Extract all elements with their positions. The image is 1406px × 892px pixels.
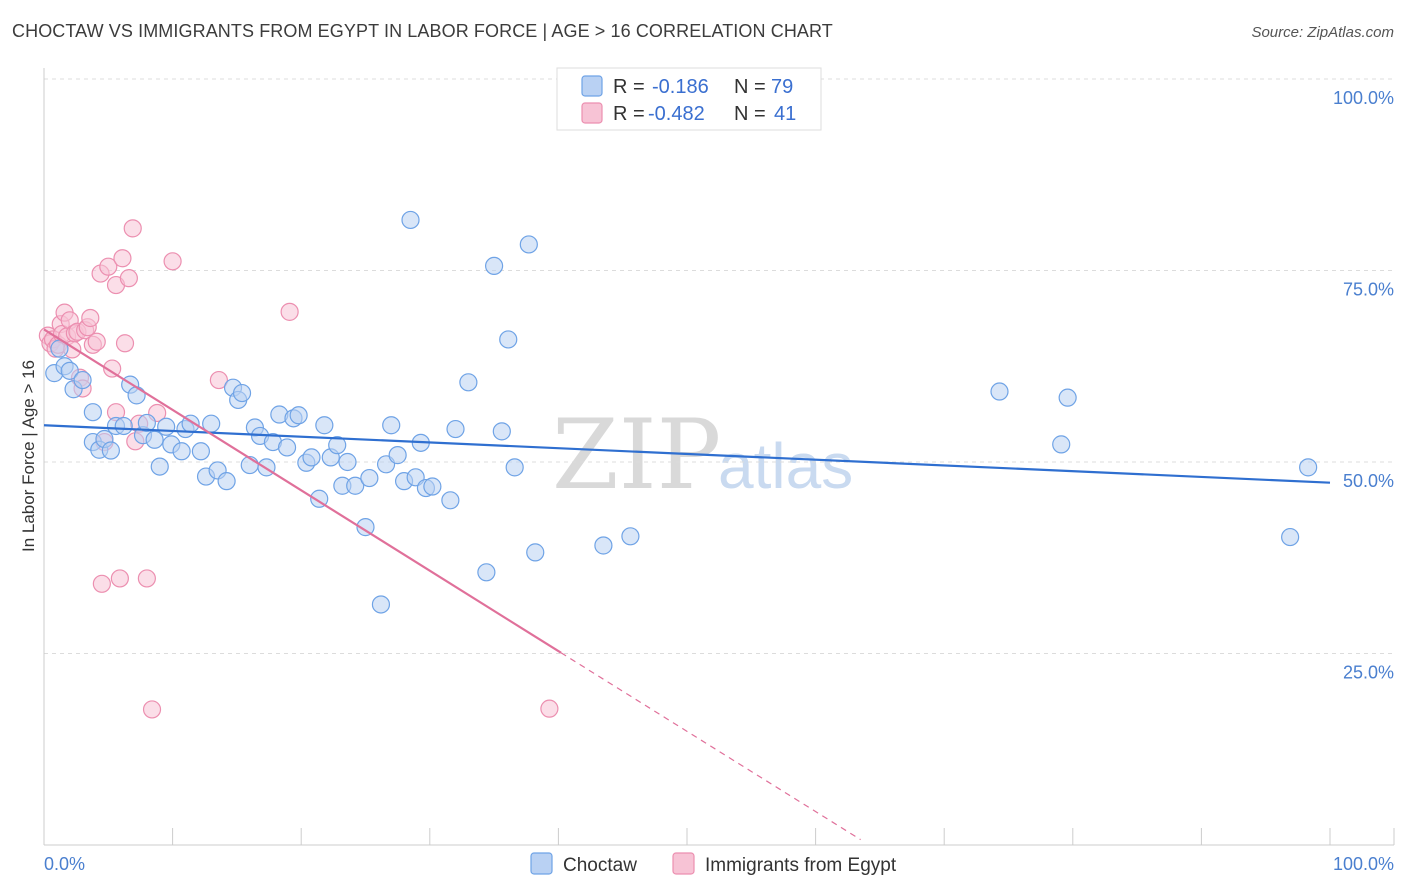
y-tick-label-100: 100.0% [1333,88,1394,108]
choctaw-point-16 [137,413,156,433]
egypt-point-17 [81,308,100,328]
egypt-point-37 [163,252,182,271]
egypt-point-21 [92,574,111,593]
choctaw-point-50 [356,518,375,537]
y-tick-label-50: 50.0% [1343,471,1394,491]
choctaw-point-78 [1299,458,1318,477]
choctaw-point-28 [217,472,236,491]
choctaw-point-54 [382,416,401,435]
legend-n-label-egypt: N = [734,103,766,125]
legend-n-value-choctaw: 79 [771,76,793,98]
stats-legend: R = -0.186 N = 79 R = -0.482 N = 41 [556,67,822,131]
x-tick-label-100: 100.0% [1333,854,1394,874]
egypt-point-34 [137,569,156,588]
choctaw-point-17 [145,430,164,449]
choctaw-point-77 [1281,527,1300,547]
choctaw-point-76 [1058,388,1077,407]
choctaw-point-49 [346,476,365,495]
choctaw-point-66 [485,256,504,276]
choctaw-point-68 [499,330,518,349]
choctaw-point-48 [338,452,357,472]
choctaw-point-64 [459,373,478,392]
choctaw-point-5 [73,370,92,390]
legend-r-label-egypt: R = [613,103,645,125]
series-legend: Choctaw Immigrants from Egypt [530,852,897,876]
choctaw-point-52 [371,595,391,614]
egypt-point-30 [119,269,138,288]
choctaw-point-51 [360,468,379,488]
choctaw-point-42 [302,448,321,467]
y-tick-labels: 25.0% 50.0% 75.0% 100.0% [1333,88,1394,683]
egypt-point-23 [99,257,118,276]
egypt-point-39 [280,302,299,321]
choctaw-point-46 [328,436,347,455]
choctaw-point-21 [172,442,191,461]
legend-n-label-choctaw: N = [734,76,766,98]
choctaw-point-69 [505,458,524,477]
choctaw-point-40 [289,406,308,425]
egypt-point-19 [87,332,106,351]
choctaw-point-14 [127,386,146,405]
egypt-point-24 [103,359,122,378]
legend-r-label-choctaw: R = [613,76,645,98]
egypt-point-38 [209,370,228,390]
choctaw-point-38 [277,438,297,457]
egypt-point-35 [142,700,162,719]
legend-swatch-choctaw [581,75,603,97]
chart-title: CHOCTAW VS IMMIGRANTS FROM EGYPT IN LABO… [12,21,833,41]
trend-line-egypt [43,328,562,654]
trend-line-choctaw [43,424,1331,484]
legend-n-value-egypt: 41 [774,103,796,125]
choctaw-point-3 [60,361,79,380]
egypt-point-28 [113,249,132,268]
choctaw-point-70 [519,235,538,254]
bottom-legend-label-choctaw: Choctaw [563,855,637,876]
choctaw-point-63 [446,419,465,439]
y-tick-label-25: 25.0% [1343,663,1394,683]
choctaw-point-7 [83,403,102,422]
choctaw-point-10 [101,441,120,460]
choctaw-point-67 [492,422,511,441]
chart-source: Source: ZipAtlas.com [1251,24,1394,41]
choctaw-point-18 [150,457,169,476]
choctaw-point-12 [114,416,133,436]
choctaw-point-44 [315,416,334,435]
trend-lines [43,328,1331,841]
egypt-point-27 [110,569,129,588]
choctaw-point-62 [441,491,460,510]
trend-line-egypt-extrapolated [560,652,861,841]
choctaw-point-75 [1052,435,1071,454]
bottom-legend-label-egypt: Immigrants from Egypt [705,855,897,876]
choctaw-point-19 [157,417,176,436]
choctaw-point-72 [594,536,613,555]
choctaw-point-24 [191,442,210,461]
choctaw-point-31 [232,383,252,403]
bottom-legend-swatch-egypt [672,852,695,875]
choctaw-point-73 [621,527,640,546]
gridlines [44,78,1394,654]
egypt-point-31 [123,219,142,238]
y-axis-label: In Labor Force | Age > 16 [19,360,38,552]
choctaw-point-57 [401,210,420,230]
legend-r-value-choctaw: -0.186 [652,76,709,98]
x-axis-ticks [172,828,1395,845]
egypt-point-29 [115,334,135,353]
series-egypt-points [38,219,559,719]
bottom-legend-swatch-choctaw [530,852,553,875]
x-tick-label-0: 0.0% [44,854,85,874]
choctaw-point-61 [423,477,442,496]
legend-r-value-egypt: -0.482 [648,103,705,125]
y-tick-label-75: 75.0% [1343,280,1394,300]
egypt-point-40 [540,699,559,718]
choctaw-point-65 [477,563,496,582]
legend-swatch-egypt [581,102,603,124]
choctaw-point-71 [526,543,545,562]
choctaw-point-55 [388,446,407,465]
choctaw-point-74 [990,382,1009,401]
watermark-atlas: atlas [718,430,853,502]
